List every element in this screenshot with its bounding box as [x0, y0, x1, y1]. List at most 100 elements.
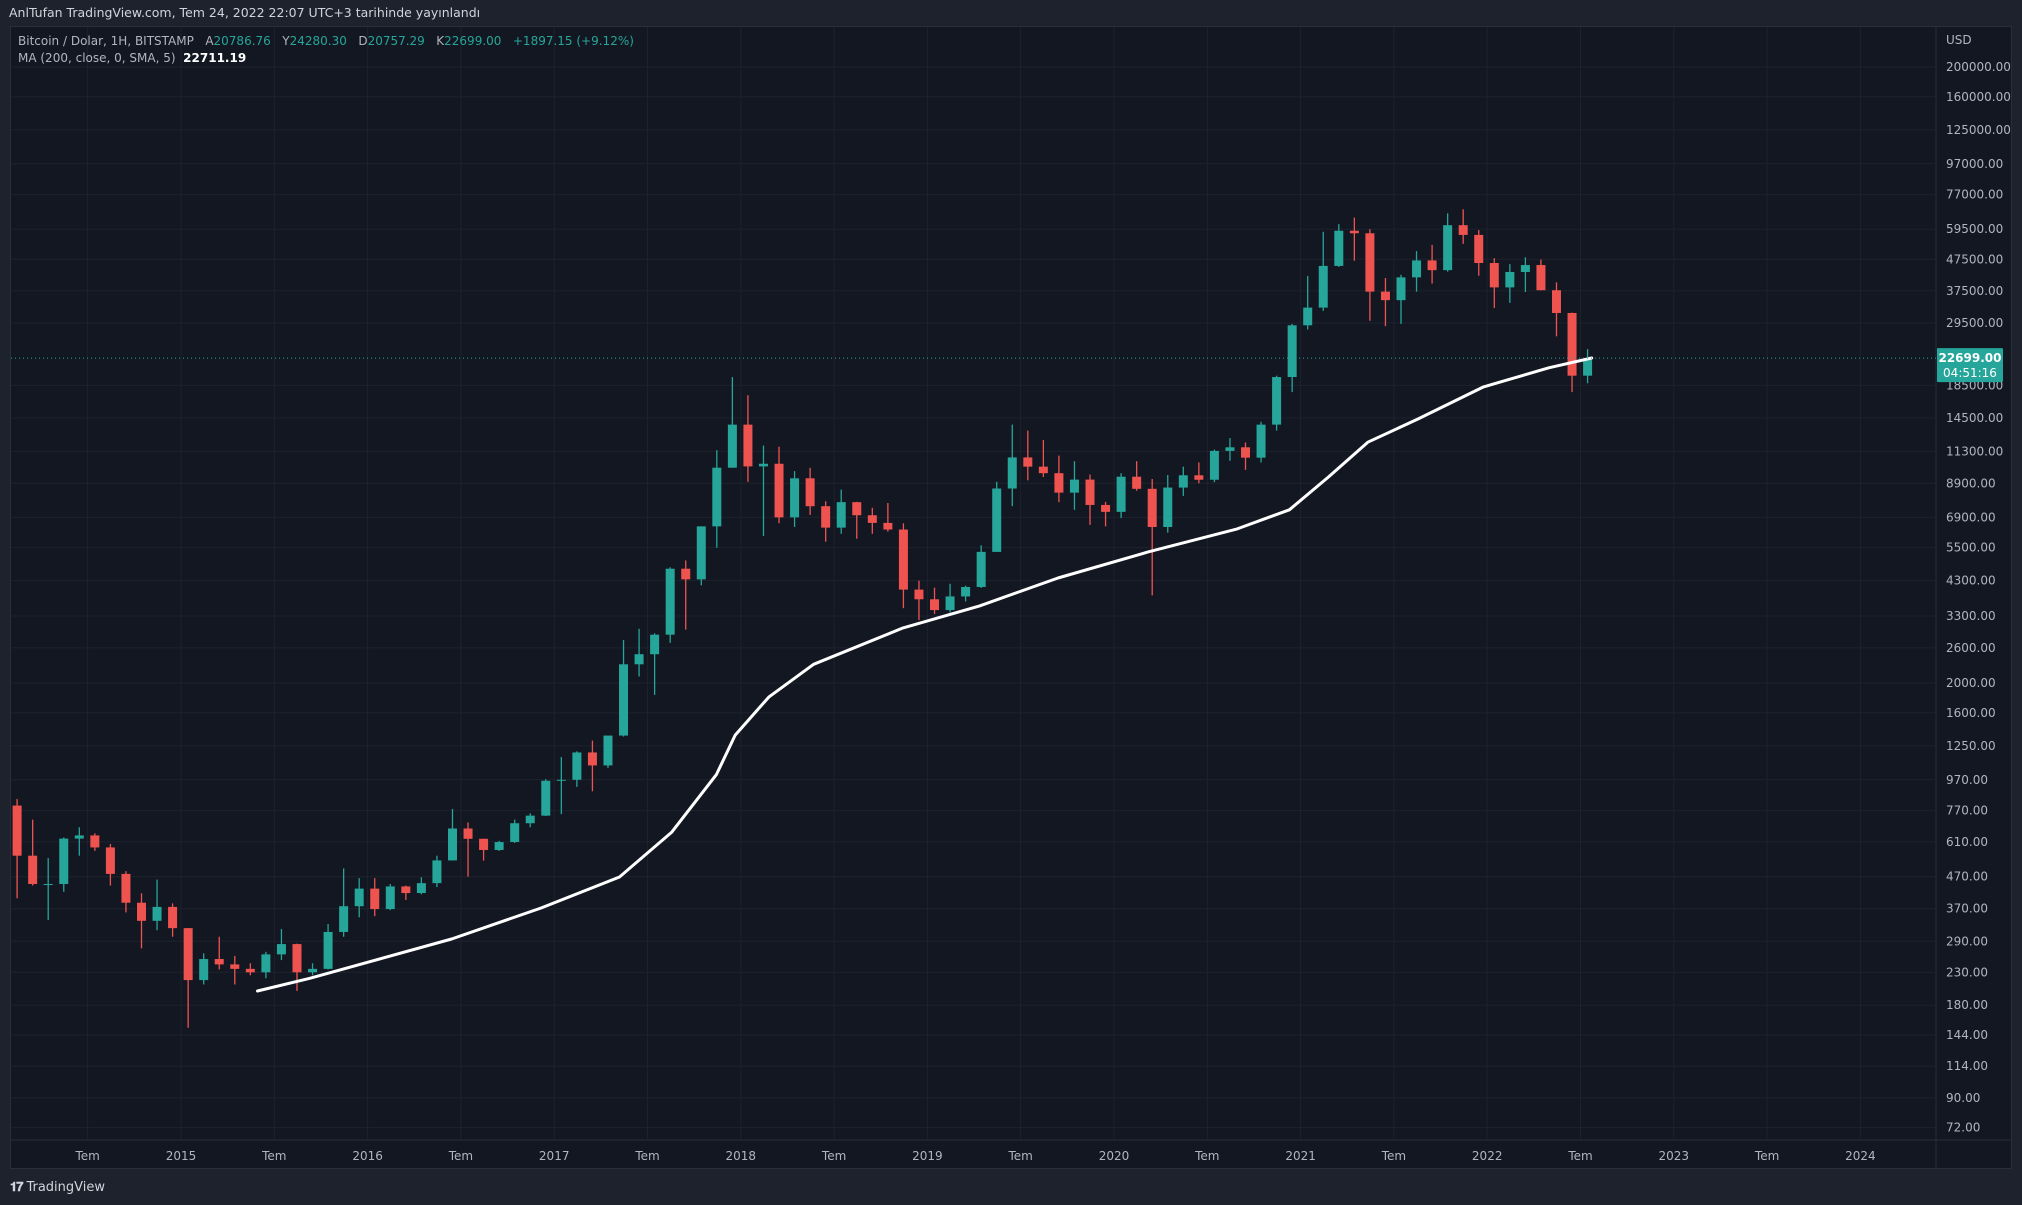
candle-body [245, 968, 255, 973]
candle-body [323, 931, 333, 969]
candle-body [90, 835, 100, 848]
currency-label: USD [1946, 33, 1972, 47]
candle-body [12, 805, 22, 856]
bar-countdown: 04:51:16 [1943, 366, 1997, 380]
candle-body [712, 467, 722, 527]
time-tick-label: 2022 [1472, 1149, 1503, 1163]
time-tick-label: Tem [1567, 1149, 1592, 1163]
candle-body [650, 634, 660, 655]
candle-body [1272, 377, 1282, 425]
time-tick-label: Tem [1754, 1149, 1779, 1163]
candle-body [1380, 291, 1390, 301]
price-tick-label: 770.00 [1946, 804, 1988, 818]
candle-body [230, 964, 240, 969]
candle-body [1536, 265, 1546, 291]
candle-body [1427, 260, 1437, 271]
time-tick-label: 2015 [166, 1149, 197, 1163]
price-tick-label: 114.00 [1946, 1059, 1988, 1073]
candle-body [74, 835, 84, 839]
last-price-tag [1937, 348, 2003, 383]
tradingview-brand[interactable]: 𝟏𝟕 TradingView [10, 1180, 105, 1195]
time-tick-label: 2020 [1099, 1149, 1130, 1163]
candle-body [976, 551, 986, 587]
candle-body [1054, 473, 1064, 493]
candle-body [214, 959, 224, 965]
price-tick-label: 230.00 [1946, 965, 1988, 979]
candle-body [1474, 234, 1484, 264]
price-tick-label: 77000.00 [1946, 188, 2003, 202]
price-tick-label: 90.00 [1946, 1091, 1980, 1105]
candle-body [292, 944, 302, 973]
candle-body [852, 502, 862, 516]
symbol-name[interactable]: Bitcoin / Dolar, 1H, BITSTAMP [18, 34, 194, 48]
candle-body [370, 888, 380, 910]
price-tick-label: 11300.00 [1946, 444, 2003, 458]
candle-body [1116, 476, 1126, 512]
time-tick-label: Tem [634, 1149, 659, 1163]
candle-body [1287, 325, 1297, 378]
candle-body [463, 828, 473, 839]
chart-panel [10, 26, 2012, 1169]
candle-body [59, 838, 69, 885]
candle-body [603, 735, 613, 766]
price-tick-label: 37500.00 [1946, 284, 2003, 298]
candle-body [121, 873, 131, 903]
close-label: K [436, 34, 445, 48]
candle-body [556, 779, 566, 781]
candle-body [525, 815, 535, 824]
time-tick-label: Tem [261, 1149, 286, 1163]
candle-body [572, 752, 582, 780]
candle-body [1023, 457, 1033, 467]
candle-body [28, 855, 38, 885]
tradingview-logo-icon: 𝟏𝟕 [10, 1180, 24, 1195]
publish-title: AnlTufan TradingView.com, Tem 24, 2022 2… [9, 5, 481, 20]
candle-body [168, 906, 178, 929]
candle-body [354, 888, 364, 907]
price-tick-label: 6900.00 [1946, 510, 1996, 524]
price-tick-label: 2000.00 [1946, 676, 1996, 690]
price-tick-label: 3300.00 [1946, 609, 1996, 623]
change-value: +1897.15 (+9.12%) [512, 34, 634, 48]
candle-body [1209, 450, 1219, 480]
ma-label[interactable]: MA (200, close, 0, SMA, 5) [18, 51, 176, 65]
candle-body [1101, 504, 1111, 512]
symbol-legend: Bitcoin / Dolar, 1H, BITSTAMP A20786.76 … [18, 34, 634, 48]
candle-body [1178, 475, 1188, 488]
low-value: 20757.29 [367, 34, 425, 48]
price-tick-label: 1250.00 [1946, 739, 1996, 753]
price-tick-label: 144.00 [1946, 1028, 1988, 1042]
candle-body [1256, 424, 1266, 458]
candle-body [401, 886, 411, 894]
time-tick-label: 2016 [352, 1149, 383, 1163]
candle-body [1567, 312, 1577, 376]
candle-body [961, 586, 971, 597]
price-tick-label: 290.00 [1946, 934, 1988, 948]
ma-line [256, 356, 1594, 993]
open-label: A [205, 34, 214, 48]
price-tick-label: 370.00 [1946, 902, 1988, 916]
ma-legend: MA (200, close, 0, SMA, 5) 22711.19 [18, 51, 246, 65]
candle-body [805, 478, 815, 507]
candle-body [1443, 225, 1453, 271]
candle-body [1458, 225, 1468, 235]
price-tick-label: 72.00 [1946, 1121, 1980, 1135]
candle-body [665, 568, 675, 635]
candle-body [432, 860, 442, 884]
candle-body [992, 488, 1002, 552]
price-tick-label: 125000.00 [1946, 123, 2011, 137]
candle-body [339, 906, 349, 932]
price-tick-label: 1600.00 [1946, 706, 1996, 720]
candle-body [1505, 271, 1515, 288]
candle-body [930, 599, 940, 611]
candle-body [136, 902, 146, 921]
price-tick-label: 970.00 [1946, 773, 1988, 787]
candle-body [494, 842, 504, 850]
candle-body [774, 463, 784, 518]
candle-body [1132, 476, 1142, 489]
candle-body [1489, 263, 1499, 288]
candle-body [1163, 487, 1173, 527]
candle-body [510, 823, 520, 843]
price-tick-label: 97000.00 [1946, 157, 2003, 171]
candle-body [479, 838, 489, 850]
